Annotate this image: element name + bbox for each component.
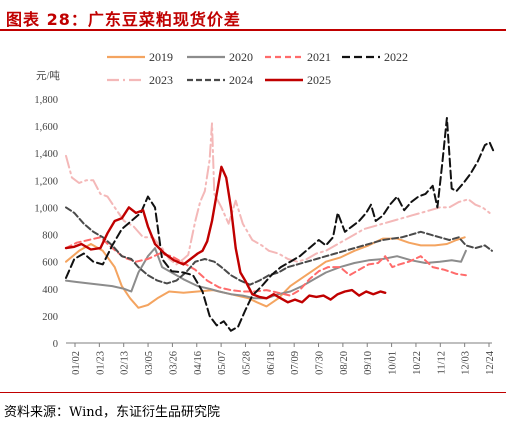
y-axis: 0 200 400 600 800 1,000 1,200 1,400 1,600 1,800 — [34, 95, 58, 350]
legend-label-2022: 2022 — [384, 50, 408, 64]
source-divider — [0, 392, 506, 393]
series-line-2023 — [65, 122, 491, 266]
chart-area: 2019 2020 2021 2022 2023 2024 2025 元/吨 0 200 400… — [34, 50, 496, 375]
x-tick-label: 03/26 — [168, 351, 179, 375]
y-tick-label: 1,200 — [34, 176, 58, 187]
legend-label-2023: 2023 — [149, 73, 173, 87]
title-divider — [0, 29, 506, 31]
series-line-2024 — [65, 206, 493, 286]
y-tick-label: 1,800 — [34, 95, 58, 106]
x-tick-label: 12/24 — [485, 350, 496, 375]
y-tick-label: 800 — [42, 231, 58, 242]
series-line-2025 — [64, 165, 387, 304]
x-tick-label: 08/20 — [339, 351, 350, 375]
y-tick-label: 200 — [42, 312, 58, 323]
y-tick-label: 1,400 — [34, 149, 58, 160]
x-tick-label: 03/05 — [144, 351, 155, 375]
legend-label-2020: 2020 — [229, 50, 253, 64]
x-tick-label: 07/09 — [290, 351, 301, 375]
plot-lines — [64, 117, 496, 332]
legend-label-2021: 2021 — [307, 50, 331, 64]
x-tick-label: 05/07 — [217, 351, 228, 375]
x-axis: 01/02 01/23 02/13 03/05 03/26 04/16 05/07 05/28… — [71, 343, 496, 375]
source-note: 资料来源：Wind，东证衍生品研究院 — [4, 405, 220, 420]
y-tick-label: 1,000 — [34, 203, 58, 214]
x-tick-label: 05/28 — [241, 351, 252, 375]
x-tick-label: 11/12 — [436, 351, 447, 375]
x-tick-label: 01/23 — [95, 351, 106, 375]
x-tick-label: 07/30 — [315, 351, 326, 375]
y-axis-label: 元/吨 — [36, 69, 60, 82]
series-line-2022 — [65, 117, 496, 332]
x-tick-label: 10/01 — [388, 351, 399, 375]
series-line-2021 — [65, 236, 467, 297]
legend-label-2024: 2024 — [229, 73, 253, 87]
y-tick-label: 0 — [53, 339, 58, 350]
x-tick-label: 09/10 — [363, 351, 374, 375]
x-tick-label: 06/18 — [266, 351, 277, 375]
chart-title: 图表 28：广东豆菜粕现货价差 — [6, 10, 241, 29]
series-line-2019 — [65, 236, 466, 309]
y-tick-label: 400 — [42, 285, 58, 296]
legend-label-2025: 2025 — [307, 73, 331, 87]
legend-label-2019: 2019 — [149, 50, 173, 64]
x-tick-label: 10/22 — [412, 351, 423, 375]
y-tick-label: 600 — [42, 258, 58, 269]
x-tick-label: 12/03 — [461, 351, 472, 375]
x-tick-label: 04/16 — [193, 351, 204, 375]
x-tick-label: 02/13 — [120, 351, 131, 375]
x-tick-label: 01/02 — [71, 351, 82, 375]
chart-legend: 2019 2020 2021 2022 2023 2024 2025 — [107, 50, 408, 87]
y-tick-label: 1,600 — [34, 122, 58, 133]
series-line-2020 — [65, 247, 467, 300]
